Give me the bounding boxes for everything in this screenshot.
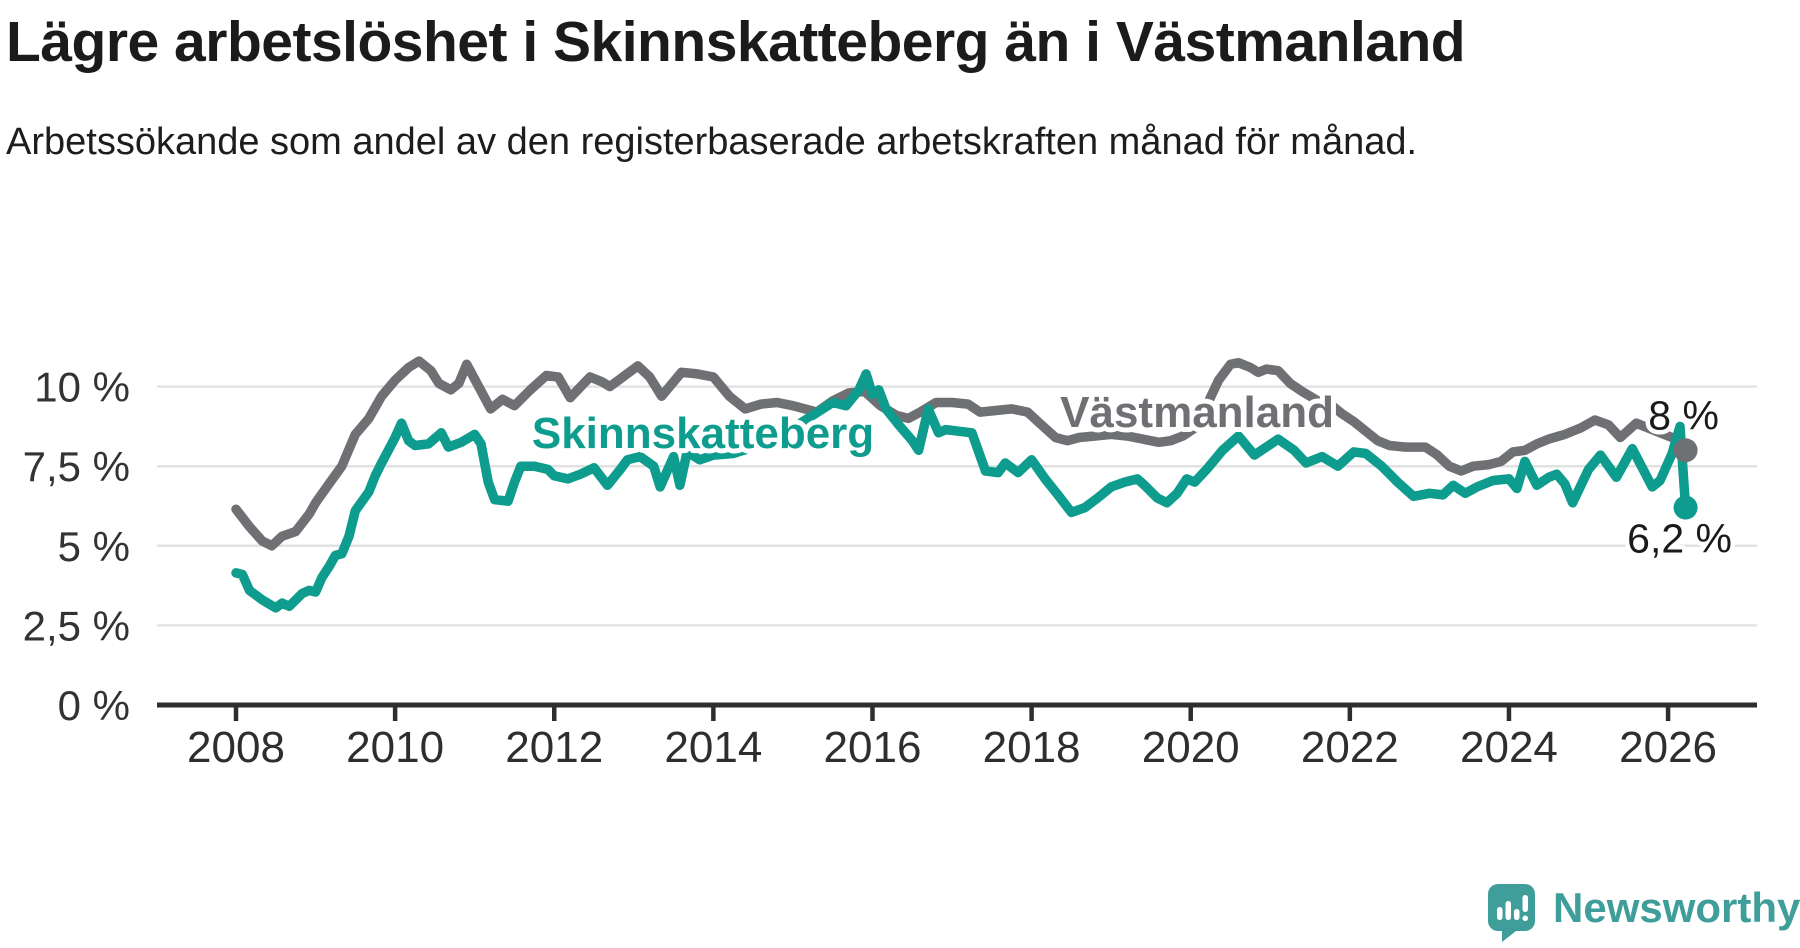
- y-axis-label: 5 %: [58, 523, 130, 570]
- y-axis-label: 2,5 %: [23, 602, 130, 649]
- x-axis-label: 2016: [824, 723, 922, 772]
- page-subtitle: Arbetssökande som andel av den registerb…: [6, 121, 1418, 163]
- series-label-västmanland: Västmanland: [1060, 388, 1334, 437]
- series-line-västmanland: [231, 356, 1691, 551]
- page-title: Lägre arbetslöshet i Skinnskatteberg än …: [6, 10, 1466, 74]
- x-axis-label: 2008: [187, 723, 285, 772]
- y-axis-label: 7,5 %: [23, 443, 130, 490]
- x-axis-label: 2014: [664, 723, 762, 772]
- y-axis-label: 10 %: [34, 364, 130, 411]
- y-axis-label: 0 %: [58, 682, 130, 729]
- newsworthy-wordmark: Newsworthy: [1553, 884, 1800, 931]
- x-axis-label: 2026: [1619, 723, 1717, 772]
- x-axis-label: 2018: [983, 723, 1081, 772]
- end-value-label-skinnskatteberg: 6,2 %: [1627, 516, 1732, 562]
- series-end-dot-skinnskatteberg: [1673, 495, 1698, 520]
- x-axis-label: 2010: [346, 723, 444, 772]
- x-axis-label: 2012: [505, 723, 603, 772]
- series-label-skinnskatteberg: Skinnskatteberg: [532, 409, 874, 458]
- x-axis-label: 2024: [1460, 723, 1558, 772]
- series-end-dot-västmanland: [1673, 438, 1698, 463]
- x-axis-label: 2020: [1142, 723, 1240, 772]
- newsworthy-icon: [1488, 884, 1535, 942]
- series-line-skinnskatteberg: [231, 369, 1691, 613]
- x-axis-label: 2022: [1301, 723, 1399, 772]
- newsworthy-logo: Newsworthy: [1488, 884, 1800, 944]
- end-value-label-västmanland: 8 %: [1648, 392, 1719, 438]
